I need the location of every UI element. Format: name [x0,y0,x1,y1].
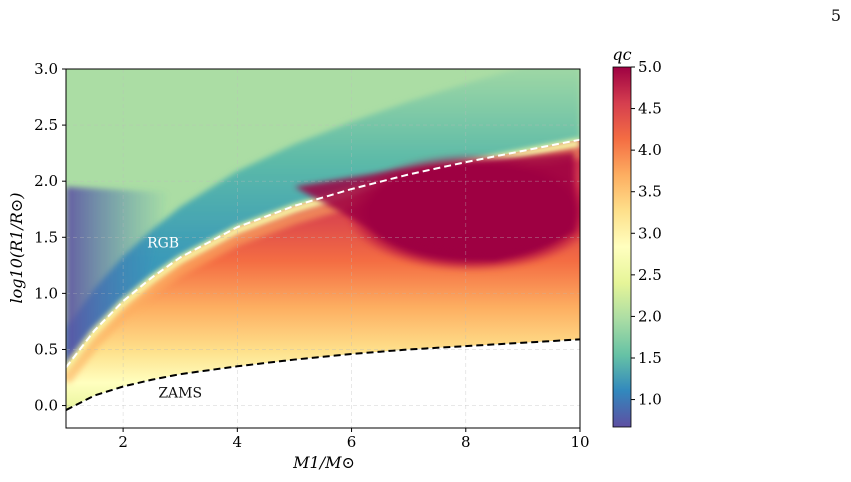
colorbar-tick-label: 2.0 [638,307,662,325]
y-tick-label: 2.0 [34,172,58,190]
colorbar-tick-label: 1.0 [638,391,662,409]
x-tick-label: 10 [570,433,589,451]
x-tick-label: 2 [118,433,128,451]
curves [65,138,581,411]
y-tick-label: 1.0 [34,284,58,302]
y-tick-label: 1.5 [34,228,58,246]
colorbar-label: qc [612,45,631,64]
colorbar [612,66,632,428]
x-tick-label: 4 [233,433,243,451]
y-axis: 0.0 0.5 1.0 1.5 2.0 2.5 3.0 [34,60,66,415]
x-axis: 2 4 6 8 10 [118,428,590,451]
y-tick-label: 3.0 [34,60,58,78]
colorbar-tick-label: 4.5 [638,100,662,118]
colorbar-ticks: 1.0 1.5 2.0 2.5 3.0 3.5 4.0 4.5 5.0 [631,58,662,409]
colorbar-tick-label: 4.0 [638,141,662,159]
colorbar-tick-label: 2.5 [638,266,662,284]
svg-text:log10(R1/R⊙): log10(R1/R⊙) [7,193,26,304]
colorbar-tick-label: 3.5 [638,183,662,201]
y-tick-label: 0.0 [34,397,58,415]
x-tick-label: 6 [347,433,357,451]
annotations: RGB ZAMS [147,235,202,401]
annotation-zams: ZAMS [158,386,202,402]
colorbar-tick-label: 5.0 [638,58,662,76]
colorbar-tick-label: 1.5 [638,349,662,367]
page-number: 5 [830,6,841,25]
plot-frame [65,68,581,429]
curve-rgb [65,138,581,369]
y-tick-label: 0.5 [34,340,58,358]
heatmap-field [66,69,580,428]
svg-text:M1/M⊙: M1/M⊙ [292,453,355,472]
curve-zams [65,338,581,411]
y-tick-label: 2.5 [34,116,58,134]
colorbar-tick-label: 3.0 [638,224,662,242]
annotation-rgb: RGB [147,235,179,251]
y-axis-label: log10(R1/R⊙) [7,193,26,304]
x-tick-label: 8 [461,433,471,451]
x-axis-label: M1/M⊙ [292,453,355,472]
